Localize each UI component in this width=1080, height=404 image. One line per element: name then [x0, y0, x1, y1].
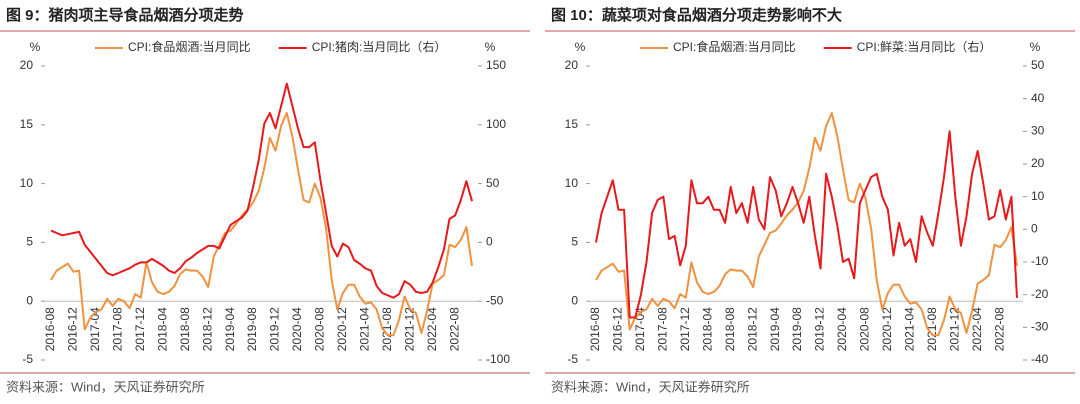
x-tick-label: 2018-08 — [723, 307, 737, 351]
y-tick-label: 20 — [20, 58, 34, 72]
y-tick-label: -5 — [567, 352, 578, 366]
y-tick-label: 0 — [26, 293, 33, 307]
x-tick-label: 2018-04 — [155, 307, 169, 351]
x-tick-label: 2016-08 — [588, 307, 602, 351]
y2-tick-label: 150 — [486, 58, 506, 72]
x-tick-label: 2020-08 — [313, 307, 327, 351]
y2-tick-label: -10 — [1031, 254, 1049, 268]
y2-tick-label: 10 — [1031, 189, 1045, 203]
y-tick-label: 15 — [565, 117, 579, 131]
y2-unit: % — [1030, 40, 1041, 54]
x-tick-label: 2016-12 — [611, 307, 625, 351]
legend-label: CPI:食品烟酒:当月同比 — [128, 39, 251, 54]
x-tick-label: 2017-04 — [88, 307, 102, 351]
x-tick-label: 2022-04 — [425, 307, 439, 351]
x-tick-label: 2018-12 — [745, 307, 759, 351]
y2-tick-label: 30 — [1031, 124, 1045, 138]
y2-tick-label: -40 — [1031, 352, 1049, 366]
series-line — [50, 112, 473, 337]
y2-tick-label: 40 — [1031, 91, 1045, 105]
x-tick-label: 2019-04 — [768, 307, 782, 351]
y2-tick-label: 0 — [1031, 222, 1038, 236]
x-tick-label: 2016-12 — [66, 307, 80, 351]
x-tick-label: 2022-08 — [447, 307, 461, 351]
x-tick-label: 2017-08 — [111, 307, 125, 351]
x-tick-label: 2018-08 — [178, 307, 192, 351]
y-tick-label: 10 — [20, 176, 34, 190]
y-tick-label: 5 — [571, 235, 578, 249]
y2-tick-label: 0 — [486, 235, 493, 249]
y-tick-label: 10 — [565, 176, 579, 190]
x-tick-label: 2020-04 — [290, 307, 304, 351]
y2-tick-label: -50 — [486, 293, 504, 307]
source: 资料来源：Wind，天风证券研究所 — [551, 379, 750, 394]
y2-tick-label: 100 — [486, 117, 506, 131]
x-tick-label: 2018-12 — [200, 307, 214, 351]
x-tick-label: 2020-08 — [858, 307, 872, 351]
chart-title: 图 10：蔬菜项对食品烟酒分项走势影响不大 — [551, 6, 842, 24]
x-tick-label: 2016-08 — [43, 307, 57, 351]
series-line — [50, 82, 473, 299]
y2-tick-label: 50 — [1031, 58, 1045, 72]
y2-tick-label: 50 — [486, 176, 500, 190]
y-unit: % — [575, 40, 586, 54]
x-tick-label: 2020-04 — [835, 307, 849, 351]
x-tick-label: 2022-08 — [992, 307, 1006, 351]
y-tick-label: 5 — [26, 235, 33, 249]
legend-label: CPI:食品烟酒:当月同比 — [673, 39, 796, 54]
y-unit: % — [30, 40, 41, 54]
x-tick-label: 2017-04 — [633, 307, 647, 351]
x-tick-label: 2020-12 — [880, 307, 894, 351]
x-tick-label: 2017-12 — [133, 307, 147, 351]
y-tick-label: 15 — [20, 117, 34, 131]
x-tick-label: 2019-12 — [268, 307, 282, 351]
y-tick-label: 0 — [571, 293, 578, 307]
x-tick-label: 2021-08 — [925, 307, 939, 351]
x-tick-label: 2019-08 — [245, 307, 259, 351]
x-tick-label: 2019-04 — [223, 307, 237, 351]
chart-title: 图 9：猪肉项主导食品烟酒分项走势 — [6, 6, 244, 24]
x-tick-label: 2021-08 — [380, 307, 394, 351]
y2-unit: % — [485, 40, 496, 54]
legend-label: CPI:鲜菜:当月同比（右） — [857, 39, 992, 54]
x-tick-label: 2018-04 — [700, 307, 714, 351]
x-tick-label: 2019-08 — [790, 307, 804, 351]
x-tick-label: 2017-08 — [656, 307, 670, 351]
x-tick-label: 2017-12 — [678, 307, 692, 351]
source: 资料来源：Wind，天风证券研究所 — [6, 379, 205, 394]
x-tick-label: 2021-04 — [358, 307, 372, 351]
y2-tick-label: 20 — [1031, 156, 1045, 170]
series-line — [595, 130, 1018, 319]
x-tick-label: 2021-12 — [402, 307, 416, 351]
x-tick-label: 2021-12 — [947, 307, 961, 351]
x-tick-label: 2020-12 — [335, 307, 349, 351]
x-tick-label: 2021-04 — [903, 307, 917, 351]
y2-tick-label: -100 — [486, 352, 510, 366]
x-tick-label: 2019-12 — [813, 307, 827, 351]
y-tick-label: -5 — [22, 352, 33, 366]
y2-tick-label: -30 — [1031, 320, 1049, 334]
series-line — [595, 112, 1018, 337]
x-tick-label: 2022-04 — [970, 307, 984, 351]
y-tick-label: 20 — [565, 58, 579, 72]
y2-tick-label: -20 — [1031, 287, 1049, 301]
legend-label: CPI:猪肉:当月同比（右） — [312, 39, 447, 54]
